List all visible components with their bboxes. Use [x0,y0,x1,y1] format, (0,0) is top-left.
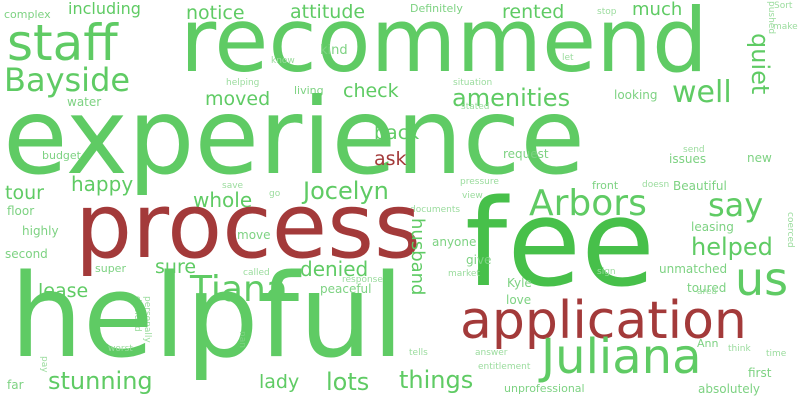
word-coerced: coerced [785,212,795,248]
word-new: new [747,151,772,165]
word-helpful: helpful [10,250,404,384]
word-much: much [632,0,683,20]
word-well: well [672,75,732,110]
word-moved: moved [205,88,271,110]
word-nan: nan [237,331,247,348]
word-application: application [460,291,747,351]
word-super: super [95,262,126,275]
word-juliana: Juliana [541,329,702,385]
word-pay: pay [39,356,49,373]
word-documents: documents [410,205,461,215]
word-unmatched: unmatched [659,262,728,276]
word-request: request [503,147,549,161]
word-lease: lease [38,280,89,302]
word-looking: looking [614,88,658,102]
word-beautiful: Beautiful [673,179,727,193]
word-ask: ask [374,148,407,170]
word-send: send [683,145,705,155]
word-first: first [748,366,772,380]
word-arbors: Arbors [529,183,647,224]
word-worst: worst [108,344,133,354]
word-know: know [271,56,295,66]
word-whole: whole [193,188,253,212]
word-make: make [773,22,798,32]
word-check: check [343,80,399,102]
word-doesn: doesn [642,180,670,190]
word-quiet: quiet [746,33,774,95]
word-happy: happy [71,172,134,196]
word-things: things [399,366,474,394]
word-stunning: stunning [48,367,153,395]
word-sure: sure [155,256,197,278]
word-experience: experience [3,76,585,198]
word-back: back [374,122,420,144]
word-kind: kind [320,43,348,58]
word-response: response [342,275,383,285]
word-complex: complex [4,8,51,21]
word-stop: stop [597,7,617,17]
word-think: think [728,344,751,354]
word-issues: issues [669,152,707,166]
word-sign: sign [597,267,616,277]
word-toured: toured [687,281,727,295]
word-budget: budget [42,149,81,162]
word-rented: rented [502,1,565,23]
word-fee: fee [465,175,655,314]
word-view: view [462,191,483,201]
word-front: front [592,179,619,192]
word-tells: tells [409,348,428,358]
word-highly: highly [22,224,59,238]
word-recommend: recommend [180,0,708,92]
word-denied: denied [300,257,369,281]
word-entitlement: entitlement [478,362,531,372]
word-husband: husband [407,218,428,296]
word-anyone: anyone [432,235,477,249]
word-give: give [466,253,492,267]
word-floor: floor [7,204,35,218]
word-answer: answer [475,348,508,358]
word-pressure: pressure [460,177,499,187]
word-process: process [75,174,421,279]
word-move: move [237,228,271,242]
word-staff: staff [7,14,118,72]
word-stated: stated [461,102,490,112]
word-unprofessional: unprofessional [504,382,585,395]
word-notice: notice [186,2,245,24]
word-love: love [506,293,532,307]
word-leasing: leasing [691,220,734,234]
word-kyle: Kyle [507,276,532,290]
word-living: living [294,84,324,97]
word-called: called [243,268,270,278]
word-jocelyn: Jocelyn [303,177,389,205]
word-situation: situation [453,78,493,88]
word-attitude: attitude [290,1,366,23]
word-us: us [735,252,789,306]
word-peaceful: peaceful [320,282,372,296]
word-market: market [448,269,480,279]
word-lots: lots [326,368,370,396]
word-area: area [697,287,718,297]
word-tour: tour [5,182,44,204]
word-bayside: Bayside [4,61,131,99]
word-amenities: amenities [452,84,571,112]
word-tiana: Tiana [190,269,288,310]
word-helped: helped [691,233,773,261]
word-say: say [708,186,764,224]
word-sort: Sort [774,1,793,11]
word-save: save [222,181,244,191]
word-second: second [5,247,48,261]
word-definitely: Definitely [410,2,463,15]
word-ann: Ann [697,337,719,350]
word-lady: lady [259,371,300,393]
word-go: go [269,189,281,199]
word-far: far [7,378,24,392]
word-absolutely: absolutely [698,382,761,396]
word-water: water [67,95,102,109]
word-helping: helping [226,78,260,88]
word-time: time [766,349,787,359]
word-let: let [562,53,574,63]
word-including: including [68,0,141,18]
